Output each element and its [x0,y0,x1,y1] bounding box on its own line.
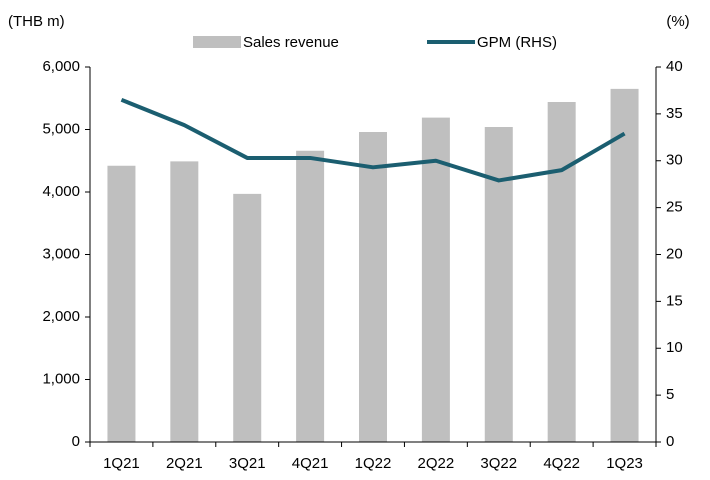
y-tick-label: 1,000 [42,370,80,387]
bar [359,132,387,442]
y-tick-label: 0 [72,433,80,450]
y2-tick-label: 20 [666,245,683,262]
line [120,97,626,183]
legend-label: Sales revenue [243,34,339,51]
bar [170,161,199,442]
y2-tick-label: 5 [666,386,674,403]
bar [421,117,450,442]
x-tick-label: 1Q21 [103,455,140,472]
x-tick-label: 2Q21 [166,455,203,472]
y2-tick-label: 0 [666,433,674,450]
x-tick-label: 4Q21 [292,455,329,472]
bar [233,193,262,442]
bar [610,88,639,442]
y-axis-unit: (THB m) [8,13,65,30]
bar [107,165,136,442]
x-tick-label: 2Q22 [418,455,455,472]
x-tick-label: 1Q23 [606,455,643,472]
x-tick-label: 4Q22 [543,455,580,472]
y2-tick-label: 35 [666,105,683,122]
y2-tick-label: 40 [666,58,683,75]
y-tick-label: 5,000 [42,120,80,137]
y-tick-label: 2,000 [42,308,80,325]
x-tick-label: 3Q21 [229,455,266,472]
y2-axis-unit: (%) [666,13,689,30]
y-tick-label: 4,000 [42,183,80,200]
legend-swatch [193,36,241,48]
y-tick-label: 3,000 [42,245,80,262]
y-tick-label: 6,000 [42,58,80,75]
y2-tick-label: 15 [666,292,683,309]
bar [484,127,513,442]
legend-label: GPM (RHS) [477,34,557,51]
bar [547,102,576,442]
y2-tick-label: 10 [666,339,683,356]
x-tick-label: 1Q22 [355,455,392,472]
x-tick-label: 3Q22 [480,455,517,472]
y2-tick-label: 25 [666,199,683,216]
bar [296,150,325,442]
y2-tick-label: 30 [666,152,683,169]
